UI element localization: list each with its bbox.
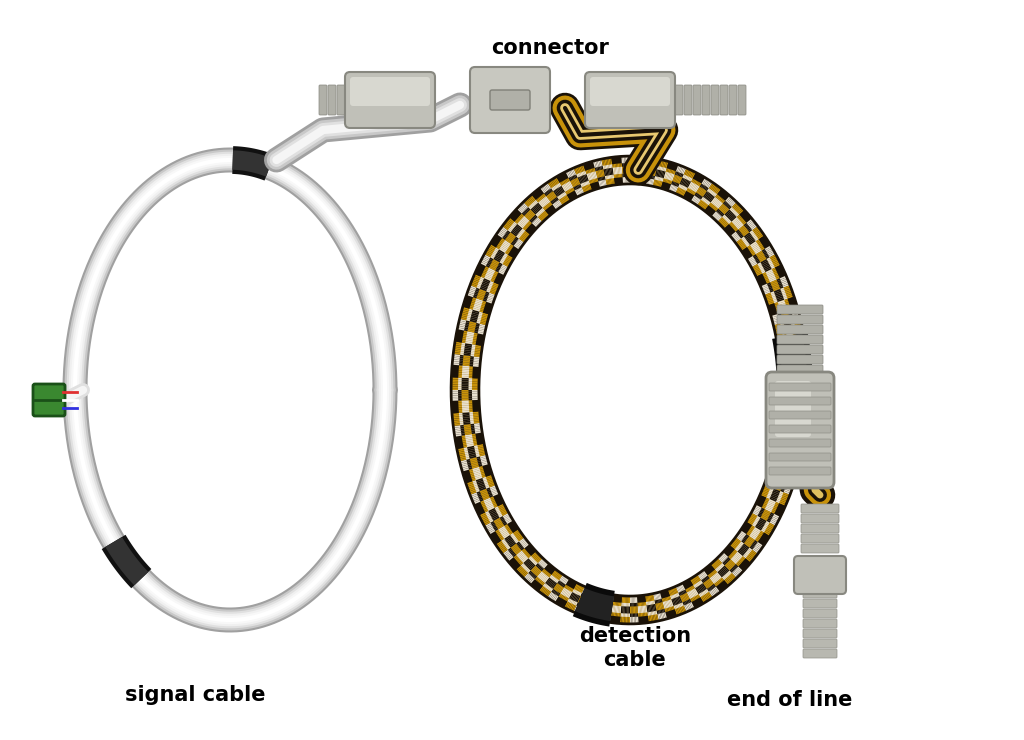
FancyBboxPatch shape [418,85,426,115]
FancyBboxPatch shape [729,85,737,115]
FancyBboxPatch shape [657,85,665,115]
FancyBboxPatch shape [345,72,435,128]
FancyBboxPatch shape [777,345,823,354]
FancyBboxPatch shape [769,425,831,433]
FancyBboxPatch shape [373,85,381,115]
FancyBboxPatch shape [769,439,831,447]
FancyBboxPatch shape [585,72,675,128]
FancyBboxPatch shape [777,315,823,324]
FancyBboxPatch shape [666,85,674,115]
FancyBboxPatch shape [33,384,65,416]
FancyBboxPatch shape [364,85,372,115]
FancyBboxPatch shape [648,85,656,115]
FancyBboxPatch shape [769,383,831,391]
FancyBboxPatch shape [803,589,837,598]
FancyBboxPatch shape [328,85,336,115]
FancyBboxPatch shape [801,524,839,533]
FancyBboxPatch shape [319,85,327,115]
FancyBboxPatch shape [803,619,837,628]
FancyBboxPatch shape [777,335,823,344]
FancyBboxPatch shape [350,77,430,106]
FancyBboxPatch shape [794,556,846,594]
Text: end of line: end of line [727,690,853,710]
FancyBboxPatch shape [711,85,719,115]
FancyBboxPatch shape [409,85,417,115]
FancyBboxPatch shape [769,397,831,405]
FancyBboxPatch shape [801,514,839,523]
FancyBboxPatch shape [801,504,839,513]
FancyBboxPatch shape [490,90,530,110]
FancyBboxPatch shape [766,372,834,488]
FancyBboxPatch shape [702,85,710,115]
FancyBboxPatch shape [769,453,831,461]
FancyBboxPatch shape [801,544,839,553]
FancyBboxPatch shape [382,85,390,115]
Text: connector: connector [492,38,609,58]
FancyBboxPatch shape [693,85,701,115]
FancyBboxPatch shape [346,85,354,115]
FancyBboxPatch shape [675,85,683,115]
FancyBboxPatch shape [803,609,837,618]
FancyBboxPatch shape [400,85,408,115]
Text: detection
cable: detection cable [579,626,691,670]
FancyBboxPatch shape [777,365,823,374]
FancyBboxPatch shape [803,629,837,638]
FancyBboxPatch shape [470,67,550,133]
FancyBboxPatch shape [769,411,831,419]
FancyBboxPatch shape [803,649,837,658]
FancyBboxPatch shape [777,355,823,364]
FancyBboxPatch shape [337,85,345,115]
FancyBboxPatch shape [639,85,647,115]
FancyBboxPatch shape [777,305,823,314]
FancyBboxPatch shape [769,467,831,475]
FancyBboxPatch shape [355,85,362,115]
FancyBboxPatch shape [391,85,399,115]
FancyBboxPatch shape [720,85,728,115]
FancyBboxPatch shape [801,534,839,543]
FancyBboxPatch shape [803,599,837,608]
FancyBboxPatch shape [738,85,746,115]
FancyBboxPatch shape [803,639,837,648]
FancyBboxPatch shape [775,381,811,437]
FancyBboxPatch shape [590,77,670,106]
Text: signal cable: signal cable [125,685,265,705]
FancyBboxPatch shape [684,85,692,115]
FancyBboxPatch shape [777,325,823,334]
